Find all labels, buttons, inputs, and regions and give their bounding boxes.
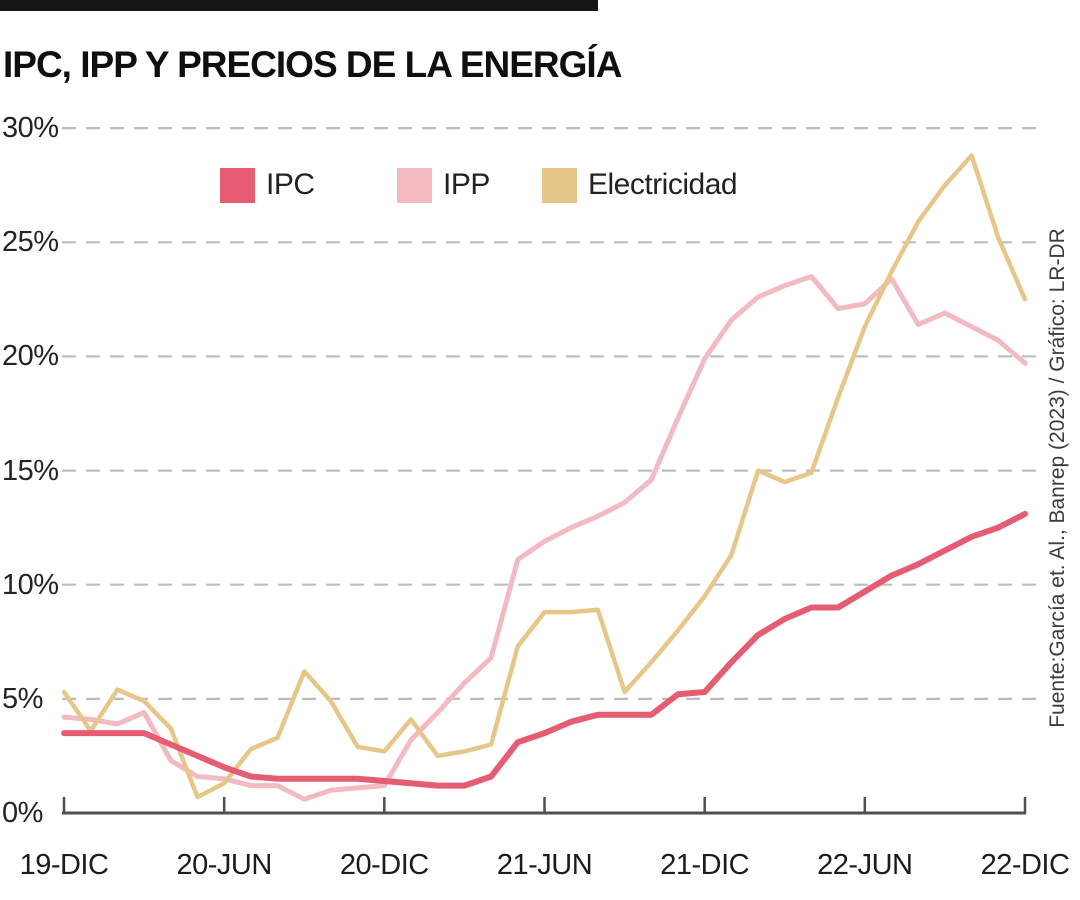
ipc-line — [61, 510, 1028, 789]
y-tick-label-20pct: 20% — [2, 340, 59, 373]
y-tick-label-15pct: 15% — [2, 454, 59, 487]
y-tick-label-25pct: 25% — [2, 226, 59, 259]
x-tick-label-22-DIC: 22-DIC — [980, 849, 1070, 881]
legend-item-ipc: IPC — [220, 166, 315, 204]
y-tick-label-5pct: 5% — [2, 682, 43, 715]
y-tick-label-30pct: 30% — [2, 112, 59, 145]
y-tick-label-10pct: 10% — [2, 568, 59, 601]
legend-item-ipp: IPP — [397, 166, 490, 204]
page-title: IPC, IPP Y PRECIOS DE LA ENERGÍA — [3, 43, 622, 85]
legend-label-ipc: IPC — [266, 168, 315, 201]
top-accent-bar — [0, 0, 598, 11]
x-tick-label-19-DIC: 19-DIC — [19, 849, 109, 881]
ipp-line — [61, 274, 1028, 802]
x-tick-label-21-DIC: 21-DIC — [660, 849, 750, 881]
ipc-swatch-icon — [220, 167, 255, 203]
x-tick-label-21-JUN: 21-JUN — [496, 849, 593, 881]
legend-label-electricidad: Electricidad — [588, 168, 738, 201]
legend-item-electricidad: Electricidad — [542, 166, 738, 204]
x-tick-label-22-JUN: 22-JUN — [817, 849, 913, 881]
electricidad-line — [61, 153, 1028, 800]
y-tick-label-0pct: 0% — [2, 797, 43, 829]
ipp-swatch-icon — [397, 167, 432, 203]
electricidad-swatch-icon — [542, 167, 577, 203]
source-note: Fuente:García et. Al., Banrep (2023) / G… — [1046, 228, 1069, 728]
x-tick-label-20-DIC: 20-DIC — [339, 849, 429, 881]
x-tick-label-20-JUN: 20-JUN — [176, 849, 273, 881]
legend-label-ipp: IPP — [443, 168, 490, 201]
